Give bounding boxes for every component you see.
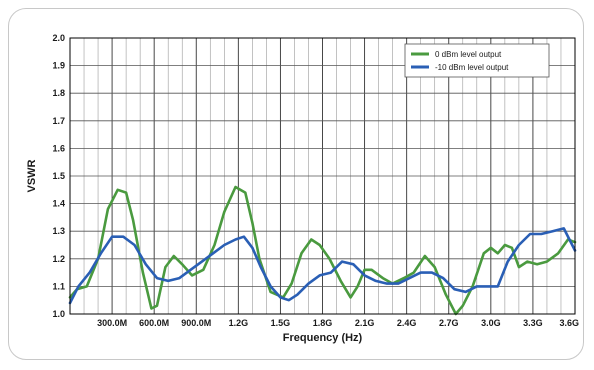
y-tick-label: 1.4 [52, 199, 65, 209]
x-tick-label: 2.4G [397, 318, 417, 328]
y-tick-label: 1.2 [52, 254, 65, 264]
x-tick-label: 3.3G [523, 318, 543, 328]
legend-box [404, 43, 550, 78]
series-layer [68, 185, 577, 316]
x-tick-label: 2.1G [355, 318, 375, 328]
x-tick-label: 2.7G [439, 318, 459, 328]
x-tick-label: 1.5G [271, 318, 291, 328]
y-tick-label: 1.6 [52, 143, 65, 153]
vswr-chart: 1.0 1.1 1.2 1.3 1.4 1.5 1.6 1.7 1.8 1.9 2.0 300.0M… [26, 33, 579, 344]
y-tick-label: 1.9 [52, 61, 65, 71]
x-tick-label: 300.0M [97, 318, 127, 328]
y-tick-label: 1.7 [52, 116, 65, 126]
y-tick-label: 1.0 [52, 309, 65, 319]
x-tick-label: 3.0G [481, 318, 501, 328]
legend-label-series-0: 0 dBm level output [435, 50, 502, 59]
y-tick-label: 1.8 [52, 88, 65, 98]
series-line-1 [68, 227, 577, 305]
x-tick-label: 3.6G [559, 318, 579, 328]
y-tick-label: 2.0 [52, 33, 65, 43]
y-tick-label: 1.1 [52, 281, 65, 291]
x-tick-label: 1.8G [313, 318, 333, 328]
chart-card: 1.0 1.1 1.2 1.3 1.4 1.5 1.6 1.7 1.8 1.9 2.0 300.0M… [8, 8, 584, 360]
legend: 0 dBm level output -10 dBm level output [404, 43, 550, 78]
x-tick-label: 900.0M [181, 318, 211, 328]
y-axis-label: VSWR [26, 159, 38, 192]
series-line-0 [68, 185, 577, 316]
x-tick-label: 600.0M [139, 318, 169, 328]
x-axis-ticks: 300.0M 600.0M 900.0M 1.2G 1.5G 1.8G 2.1G 2.4G 2.… [97, 318, 579, 328]
x-tick-label: 1.2G [229, 318, 249, 328]
y-axis-ticks: 1.0 1.1 1.2 1.3 1.4 1.5 1.6 1.7 1.8 1.9 2.0 [52, 33, 65, 319]
x-axis-label: Frequency (Hz) [283, 332, 363, 344]
y-tick-label: 1.5 [52, 171, 65, 181]
legend-label-series-1: -10 dBm level output [435, 63, 509, 72]
plot-frame [69, 37, 576, 315]
y-tick-label: 1.3 [52, 226, 65, 236]
